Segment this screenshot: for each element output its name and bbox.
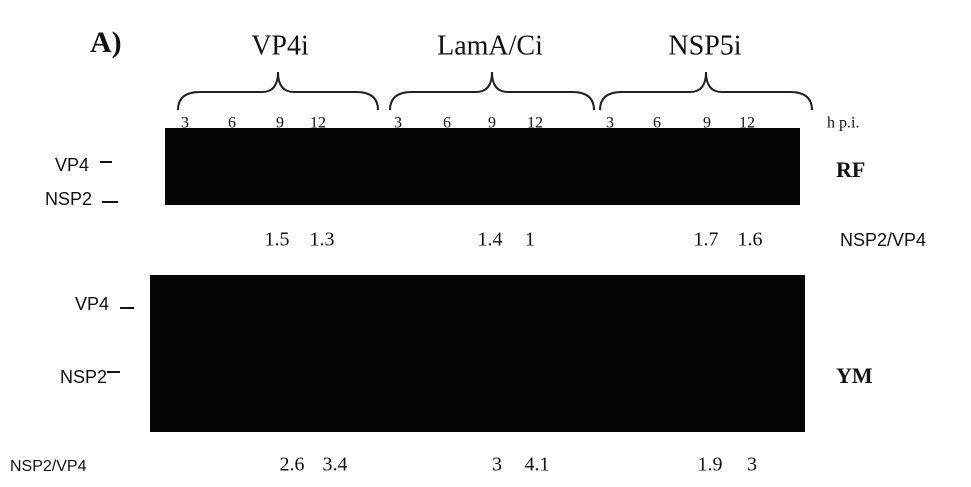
time-label: 12	[310, 115, 326, 132]
ratio-value: 3.4	[323, 454, 348, 476]
panel-label: A)	[90, 26, 122, 59]
ratio-value: 1	[525, 229, 535, 251]
time-label: 3	[394, 115, 402, 132]
brace	[177, 71, 379, 111]
band-label: VP4	[75, 294, 109, 314]
ratio-value: 3	[747, 454, 757, 476]
time-label: 6	[653, 115, 661, 132]
blot-label: YM	[836, 363, 873, 388]
blot-label: RF	[836, 157, 865, 182]
ratio-value: 1.7	[694, 229, 719, 251]
ratio-value: 1.5	[265, 229, 290, 251]
time-unit: h p.i.	[827, 115, 859, 132]
time-label: 9	[276, 115, 284, 132]
ratio-value: 1.9	[698, 454, 723, 476]
ratio-label: NSP2/VP4	[10, 458, 87, 475]
time-label: 9	[488, 115, 496, 132]
time-label: 12	[527, 115, 543, 132]
ratio-value: 2.6	[280, 454, 305, 476]
time-label: 6	[443, 115, 451, 132]
ratios: 1.5 1.3 2.6 3.4 1.4 1 3 4.1 1.7 1.6 1.9 3	[265, 229, 763, 476]
blot-ym	[150, 275, 805, 432]
band-label: VP4	[55, 155, 89, 175]
time-labels: 3 6 9 12 3 6 9 12 3 6 9 12	[181, 115, 755, 132]
group-label: NSP5i	[668, 30, 741, 61]
group-label: LamA/Ci	[437, 30, 543, 61]
ratio-value: 3	[492, 454, 502, 476]
time-label: 3	[181, 115, 189, 132]
band-label: NSP2	[45, 189, 92, 209]
time-label: 9	[703, 115, 711, 132]
blot-rf	[165, 128, 800, 205]
time-label: 3	[606, 115, 614, 132]
ratio-value: 4.1	[525, 454, 550, 476]
time-label: 6	[228, 115, 236, 132]
ratio-value: 1.6	[738, 229, 763, 251]
ratio-value: 1.3	[310, 229, 335, 251]
ratio-label: NSP2/VP4	[840, 230, 926, 250]
brace	[599, 71, 813, 111]
band-label: NSP2	[60, 367, 107, 387]
time-label: 12	[739, 115, 755, 132]
ratio-value: 1.4	[478, 229, 503, 251]
group-label: VP4i	[251, 30, 309, 61]
brace	[389, 71, 595, 111]
